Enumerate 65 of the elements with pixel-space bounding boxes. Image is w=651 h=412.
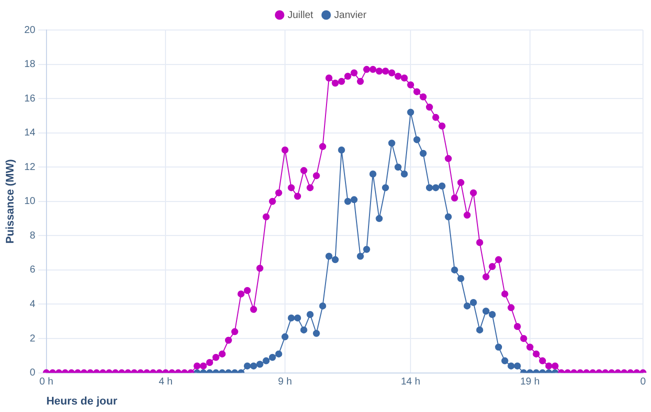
point	[288, 314, 295, 322]
point	[444, 213, 452, 220]
x-tick-label: 9 h	[278, 376, 292, 388]
x-tick-label: 0	[640, 376, 646, 388]
point	[413, 136, 420, 144]
y-tick-label: 12	[24, 162, 36, 173]
point	[470, 299, 477, 306]
y-tick-label: 20	[24, 24, 36, 36]
point	[319, 302, 326, 310]
point	[457, 275, 464, 282]
point	[482, 308, 490, 315]
point	[464, 302, 471, 310]
point	[338, 146, 346, 154]
x-tick-label: 19 h	[520, 376, 540, 388]
point	[363, 246, 370, 253]
point	[438, 182, 446, 190]
y-tick-label: 6	[30, 264, 36, 276]
point	[350, 196, 358, 204]
point	[268, 354, 276, 361]
point	[501, 357, 508, 364]
point	[426, 184, 433, 192]
point	[388, 140, 396, 147]
point	[356, 252, 364, 260]
point	[382, 184, 389, 192]
y-axis-title: Puissance (MW)	[4, 158, 17, 244]
y-tick-label: 8	[30, 230, 36, 242]
point	[376, 215, 383, 222]
point	[325, 252, 332, 260]
legend-label: Janvier	[334, 10, 368, 21]
point	[344, 198, 352, 205]
point	[476, 326, 484, 334]
x-tick-label: 0 h	[39, 376, 54, 388]
point	[488, 311, 496, 318]
point	[508, 362, 515, 370]
point	[394, 164, 402, 171]
y-tick-label: 4	[30, 298, 36, 310]
x-tick-label: 14 h	[400, 376, 420, 388]
point	[407, 108, 414, 116]
point	[420, 150, 427, 157]
point	[262, 357, 270, 364]
y-tick-label: 16	[24, 93, 36, 104]
y-tick-label: 2	[30, 333, 36, 344]
x-axis-title: Heurs de jour	[46, 395, 118, 408]
y-tick-label: 14	[24, 128, 36, 139]
point	[300, 326, 308, 334]
y-tick-label: 0	[30, 368, 36, 379]
point	[250, 362, 258, 370]
point	[275, 350, 282, 358]
point	[514, 362, 521, 370]
y-tick-label: 18	[24, 59, 36, 70]
point	[451, 266, 458, 274]
point	[332, 256, 339, 264]
point	[312, 330, 320, 337]
y-tick-label: 10	[24, 196, 36, 208]
point	[306, 311, 314, 318]
point	[256, 360, 264, 368]
point	[294, 314, 302, 322]
point	[244, 362, 251, 370]
point	[432, 184, 440, 192]
point	[281, 333, 288, 340]
point	[495, 344, 502, 351]
point	[400, 170, 408, 178]
x-tick-label: 4 h	[158, 376, 173, 388]
legend-label: Juillet	[288, 10, 314, 21]
point	[369, 170, 376, 178]
